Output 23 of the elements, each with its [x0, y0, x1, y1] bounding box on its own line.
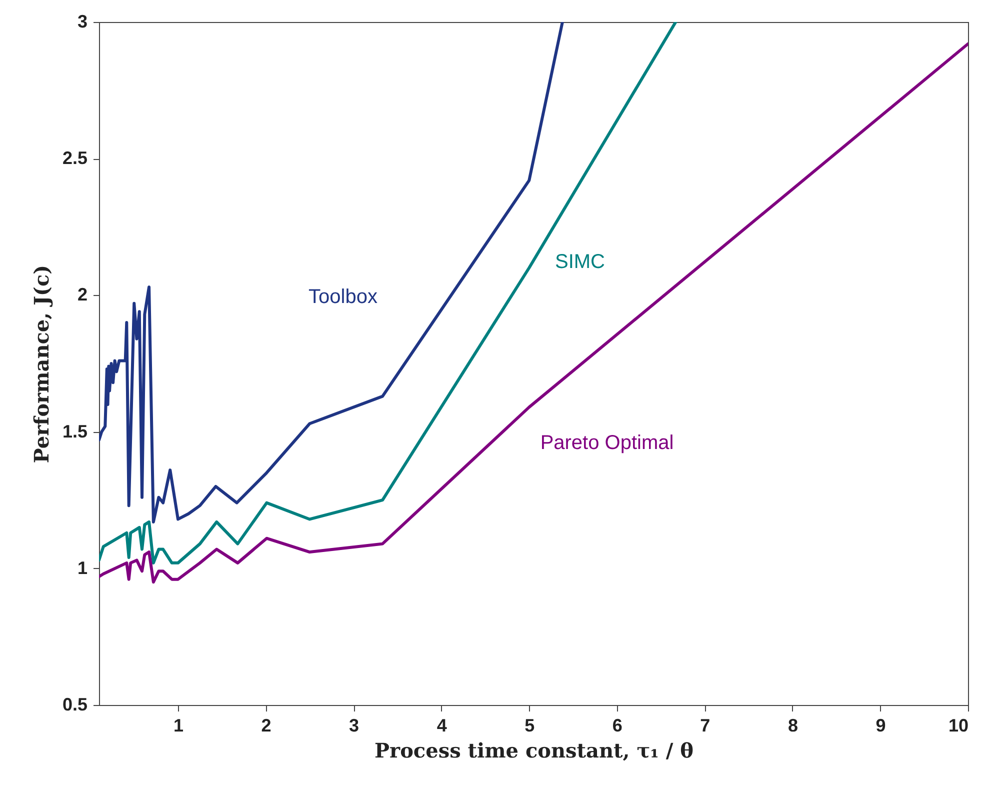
y-tick-label: 3 [77, 12, 88, 32]
x-axis-title: Process time constant, τ₁ / θ [374, 738, 694, 762]
x-tick-label: 4 [436, 716, 447, 736]
y-tick-label: 1.5 [62, 421, 88, 442]
y-tick-label: 2.5 [62, 148, 88, 168]
series-label: Pareto Optimal [540, 432, 674, 454]
x-tick-label: 3 [349, 716, 360, 736]
line-series [99, 22, 678, 564]
x-tick-label: 9 [876, 716, 886, 736]
line-series [99, 42, 968, 584]
x-tick-label: 8 [788, 716, 798, 736]
x-tick-label: 2 [261, 716, 272, 736]
y-tick-label: 1 [77, 558, 88, 578]
text: Toolbox [308, 286, 378, 308]
x-tick-label: 6 [612, 716, 622, 736]
x-tick-label: 5 [524, 716, 535, 736]
y-tick-label: 0.5 [62, 694, 88, 714]
x-tick-label: 1 [173, 716, 184, 736]
x-tick-label: 7 [700, 716, 710, 736]
y-tick-label: 2 [77, 284, 88, 305]
x-tick-label: 10 [948, 716, 968, 736]
y-axis-title: Performance, J(c) [29, 264, 54, 464]
series-label: SIMC [555, 251, 605, 273]
